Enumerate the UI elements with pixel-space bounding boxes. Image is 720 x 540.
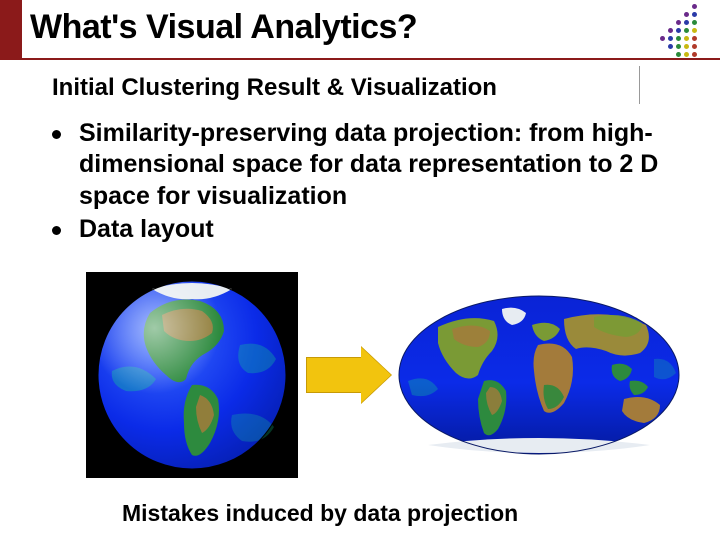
motif-dot [668, 44, 673, 49]
motif-dot [676, 20, 681, 25]
motif-dot [684, 52, 689, 57]
motif-dot [684, 44, 689, 49]
motif-dot [692, 52, 697, 57]
image-row [86, 272, 680, 478]
bullet-text-2: Data layout [79, 214, 214, 245]
motif-dot [676, 44, 681, 49]
motif-dot [684, 12, 689, 17]
decorative-dot-motif [642, 4, 698, 60]
motif-dot [692, 44, 697, 49]
motif-dot [684, 20, 689, 25]
motif-dot [692, 36, 697, 41]
motif-dot [692, 28, 697, 33]
bullet-icon [52, 130, 61, 139]
bullet-icon [52, 226, 61, 235]
globe-image [86, 272, 298, 478]
slide-title: What's Visual Analytics? [30, 8, 640, 47]
motif-dot [668, 36, 673, 41]
motif-dot [660, 36, 665, 41]
list-item: Data layout [52, 214, 714, 245]
title-underline [0, 58, 720, 60]
vertical-divider [639, 66, 640, 104]
arrow-icon [306, 351, 390, 399]
flat-map-image [398, 295, 680, 455]
bullet-list: Similarity-preserving data projection: f… [52, 118, 714, 247]
motif-dot [676, 28, 681, 33]
bullet-text-1: Similarity-preserving data projection: f… [79, 118, 714, 212]
motif-dot [676, 52, 681, 57]
motif-dot [692, 12, 697, 17]
caption-text: Mistakes induced by data projection [122, 500, 518, 527]
title-container: What's Visual Analytics? [30, 8, 640, 47]
slide-subtitle: Initial Clustering Result & Visualizatio… [52, 74, 497, 102]
flat-map-svg [398, 295, 680, 455]
globe-svg [92, 275, 292, 475]
motif-dot [692, 20, 697, 25]
motif-dot [684, 28, 689, 33]
list-item: Similarity-preserving data projection: f… [52, 118, 714, 212]
motif-dot [668, 28, 673, 33]
motif-dot [692, 4, 697, 9]
accent-bar [0, 0, 22, 60]
motif-dot [676, 36, 681, 41]
motif-dot [684, 36, 689, 41]
